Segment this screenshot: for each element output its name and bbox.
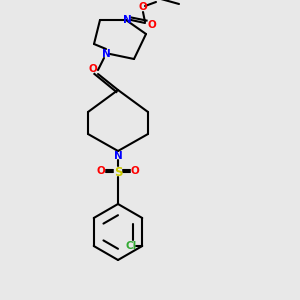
Text: S: S — [114, 166, 122, 178]
Text: N: N — [102, 49, 110, 59]
Text: O: O — [139, 2, 147, 12]
Text: O: O — [88, 64, 98, 74]
Text: N: N — [123, 15, 131, 25]
Text: O: O — [130, 166, 140, 176]
Text: O: O — [148, 20, 156, 30]
Text: O: O — [97, 166, 105, 176]
Text: N: N — [114, 151, 122, 161]
Text: Cl: Cl — [126, 241, 137, 251]
